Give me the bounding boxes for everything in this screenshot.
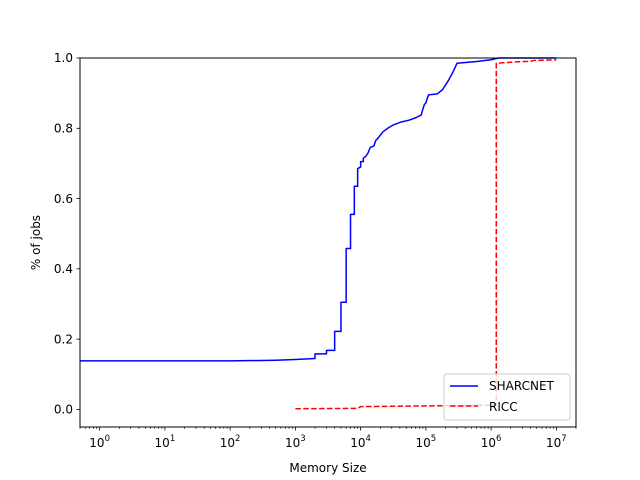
- x-tick-label: 105: [416, 434, 437, 450]
- x-tick-label: 101: [155, 434, 176, 450]
- x-tick-label: 100: [89, 434, 110, 450]
- y-tick-label: 1.0: [54, 51, 73, 65]
- legend: SHARCNET RICC: [443, 373, 571, 421]
- x-tick-label: 106: [481, 434, 502, 450]
- legend-label-sharcnet: SHARCNET: [489, 379, 555, 393]
- y-axis-label: % of jobs: [29, 215, 43, 270]
- series-line-sharcnet: [80, 57, 557, 362]
- series-line-ricc: [295, 59, 557, 410]
- x-tick-label: 107: [546, 434, 567, 450]
- y-tick-label: 0.0: [54, 403, 73, 417]
- x-tick-label: 102: [220, 434, 241, 450]
- axes-frame: [79, 57, 577, 428]
- x-tick-label: 104: [350, 434, 371, 450]
- x-tick-label: 103: [285, 434, 306, 450]
- y-tick-label: 0.8: [54, 121, 73, 135]
- ticks-layer: 100 101 102 103 104 105 106 107 0.0 0.2 0.4 0.6 0.8 1…: [54, 51, 577, 450]
- series-layer: [80, 57, 557, 410]
- y-tick-label: 0.6: [54, 192, 73, 206]
- y-tick-label: 0.4: [54, 262, 73, 276]
- legend-label-ricc: RICC: [489, 400, 518, 414]
- y-tick-label: 0.2: [54, 332, 73, 346]
- x-axis-label: Memory Size: [289, 461, 366, 475]
